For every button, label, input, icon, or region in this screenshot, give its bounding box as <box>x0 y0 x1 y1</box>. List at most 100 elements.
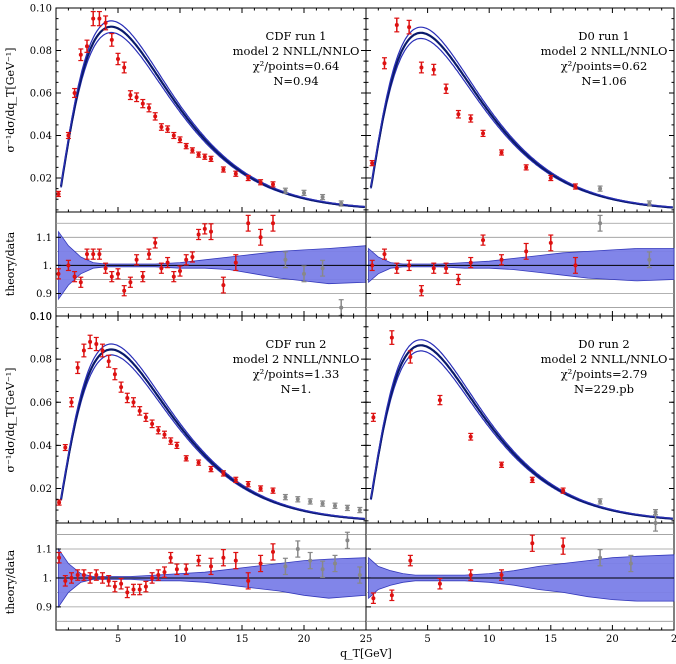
panel-annotation: N=1.06 <box>581 74 626 88</box>
extra-point <box>357 506 363 514</box>
ratio-point <box>389 589 395 602</box>
marker <box>209 229 213 234</box>
marker <box>56 271 61 276</box>
marker <box>162 570 167 575</box>
marker <box>357 573 362 578</box>
marker <box>499 257 504 262</box>
marker <box>431 266 436 271</box>
marker <box>122 288 127 293</box>
marker <box>116 57 120 61</box>
data-point <box>560 487 566 494</box>
data-point <box>437 394 443 406</box>
x-tick-label: 15 <box>544 634 557 645</box>
marker <box>78 280 83 285</box>
data-point <box>109 32 115 47</box>
ratio-point <box>140 270 146 283</box>
y-axis-title-ratio: theory/data <box>4 231 17 296</box>
marker <box>295 547 300 552</box>
panel-annotation: χ²/points=2.79 <box>561 367 648 381</box>
marker <box>209 564 213 569</box>
marker <box>128 93 133 98</box>
marker <box>143 415 148 420</box>
extra-point <box>597 498 603 505</box>
extra-point <box>597 185 603 192</box>
x-tick-label: 5 <box>424 634 430 645</box>
ratio-point <box>437 577 443 590</box>
y-tick-label: 0.10 <box>30 4 52 15</box>
ratio-extra-point <box>307 551 313 570</box>
data-point <box>208 155 214 163</box>
marker <box>561 544 566 549</box>
ratio-point <box>137 583 143 596</box>
x-tick-label: 15 <box>236 634 249 645</box>
ratio-point <box>443 262 449 274</box>
data-point <box>140 98 146 109</box>
ratio-point <box>62 575 68 587</box>
ratio-point <box>418 285 424 297</box>
ratio-point <box>183 563 189 576</box>
extra-point <box>301 189 307 197</box>
marker <box>481 131 486 136</box>
ratio-y-tick-label: 0.9 <box>36 602 52 613</box>
marker <box>258 235 263 240</box>
marker <box>178 269 182 274</box>
data-point <box>65 131 71 140</box>
data-point <box>155 426 161 435</box>
marker <box>162 432 167 437</box>
panel-annotation: CDF run 2 <box>266 337 327 351</box>
extra-point <box>307 498 313 505</box>
ratio-point <box>183 254 189 266</box>
extra-point <box>282 187 288 194</box>
data-point <box>370 412 376 422</box>
ratio-extra-point <box>301 265 307 283</box>
marker <box>174 443 179 448</box>
marker <box>159 266 164 271</box>
y-tick-label: 0.06 <box>30 89 52 100</box>
ratio-point <box>196 554 202 567</box>
marker <box>371 596 376 601</box>
marker <box>653 521 658 525</box>
marker <box>119 385 124 390</box>
y-tick-label: 0.08 <box>30 46 52 57</box>
ratio-point <box>174 563 180 576</box>
data-point <box>127 90 133 101</box>
ratio-point <box>560 537 566 555</box>
marker <box>153 114 158 119</box>
marker <box>150 575 155 580</box>
data-point <box>100 343 105 358</box>
data-point <box>143 412 149 422</box>
ratio-point <box>72 270 78 283</box>
data-point <box>208 465 214 473</box>
marker <box>196 558 201 563</box>
marker <box>184 456 189 461</box>
extra-point <box>295 496 301 503</box>
marker <box>128 280 133 285</box>
data-point <box>118 381 124 393</box>
marker <box>468 434 473 439</box>
marker <box>190 148 195 153</box>
marker <box>561 488 566 493</box>
panel-annotation: CDF run 1 <box>266 29 327 43</box>
data-point <box>87 334 93 350</box>
data-point <box>177 136 183 144</box>
marker <box>57 500 62 505</box>
data-point <box>72 87 78 99</box>
marker <box>91 252 96 257</box>
marker <box>370 161 375 166</box>
marker <box>72 274 77 279</box>
data-point <box>270 487 276 494</box>
ratio-y-tick-label: 1. <box>42 573 52 584</box>
marker <box>140 274 145 279</box>
ratio-point <box>245 572 251 590</box>
marker <box>209 156 213 161</box>
marker <box>221 555 226 560</box>
data-point <box>55 190 61 198</box>
marker <box>125 395 130 400</box>
marker <box>81 348 86 353</box>
marker <box>109 37 114 42</box>
ratio-point <box>258 228 264 246</box>
ratio-point <box>96 248 102 260</box>
data-point <box>112 368 118 381</box>
marker <box>468 116 473 121</box>
